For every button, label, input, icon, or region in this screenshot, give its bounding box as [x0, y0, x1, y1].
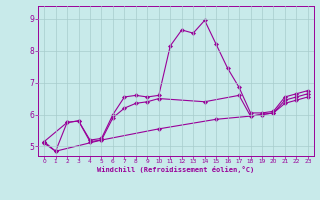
X-axis label: Windchill (Refroidissement éolien,°C): Windchill (Refroidissement éolien,°C) — [97, 166, 255, 173]
